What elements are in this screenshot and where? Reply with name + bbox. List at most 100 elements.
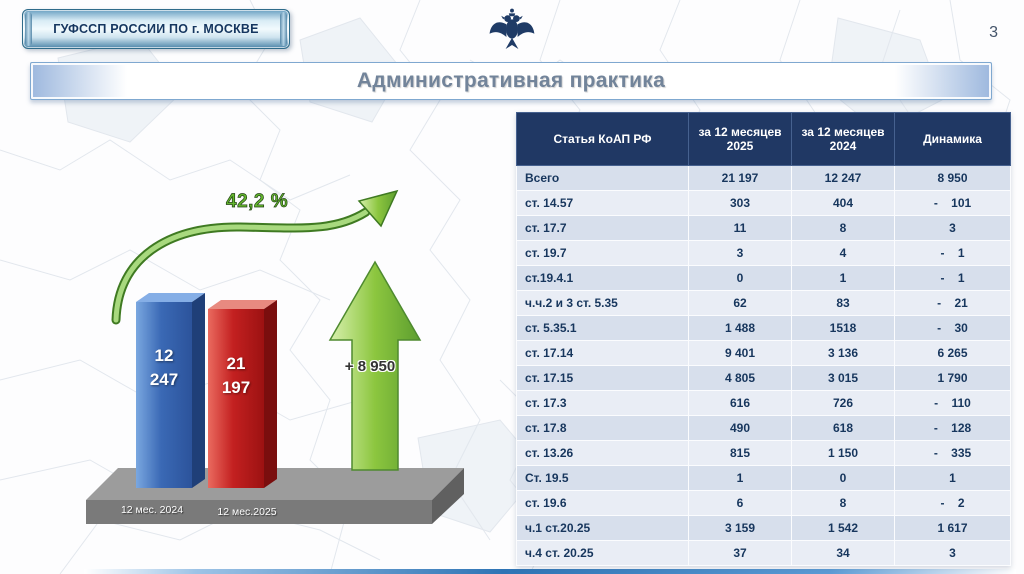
value-cell: 1 150 [791,440,895,466]
value-cell: - 1 [894,240,1011,266]
value-cell: 83 [791,290,895,316]
table-row: ст. 17.14 9 401 3 136 6 265 [516,340,1011,366]
table-row: ст. 17.3 616 726- 110 [516,390,1011,416]
value-cell: - 1 [894,265,1011,291]
col-header-dynamics: Динамика [894,112,1011,166]
table-row: ст. 17.8 490 618- 128 [516,415,1011,441]
table-row: ст. 17.7 11 8 3 [516,215,1011,241]
value-cell: 1 617 [894,515,1011,541]
value-cell: 3 [894,215,1011,241]
bar-category-2025: 12 мес.2025 [217,506,277,518]
value-cell: 490 [688,415,792,441]
slide-title-bar: Административная практика [30,62,992,100]
increase-value-label: + 8 950 [344,358,396,375]
value-cell: 1 542 [791,515,895,541]
article-cell: ст. 19.7 [516,240,689,266]
growth-percent-label: 42,2 % [226,191,289,213]
org-banner-label: ГУФССП РОССИИ ПО г. МОСКВЕ [53,22,259,36]
table-row: ч.4 ст. 20.25 37 34 3 [516,540,1011,566]
value-cell: 8 [791,490,895,516]
table-row: Ст. 19.5 1 0 1 [516,465,1011,491]
article-cell: ч.1 ст.20.25 [516,515,689,541]
value-cell: 8 [791,215,895,241]
value-cell: 618 [791,415,895,441]
table-row: ст.19.4.1 0 1- 1 [516,265,1011,291]
value-cell: 37 [688,540,792,566]
value-cell: - 101 [894,190,1011,216]
table-row: ст. 19.6 6 8- 2 [516,490,1011,516]
value-cell: 3 136 [791,340,895,366]
bar-value-2025-line1: 21 [226,354,246,373]
article-cell: Всего [516,165,689,191]
koap-table-body: Всего 21 197 12 247 8 950 ст. 14.57 303 404- 1… [516,165,1011,566]
table-row: ч.1 ст.20.25 3 159 1 542 1 617 [516,515,1011,541]
value-cell: - 110 [894,390,1011,416]
table-row: ст. 14.57 303 404- 101 [516,190,1011,216]
koap-table-container: Статья КоАП РФ за 12 месяцев 2025 за 12 … [516,112,1011,566]
value-cell: 4 [791,240,895,266]
bar-value-2024: 12 247 [136,344,192,392]
value-cell: 3 159 [688,515,792,541]
article-cell: ст. 17.7 [516,215,689,241]
article-cell: ст. 13.26 [516,440,689,466]
table-row: Всего 21 197 12 247 8 950 [516,165,1011,191]
value-cell: 4 805 [688,365,792,391]
article-cell: Ст. 19.5 [516,465,689,491]
col-header-2025: за 12 месяцев 2025 [688,112,792,166]
article-cell: ст.19.4.1 [516,265,689,291]
table-row: ч.ч.2 и 3 ст. 5.35 62 83- 21 [516,290,1011,316]
table-row: ст. 5.35.1 1 488 1518- 30 [516,315,1011,341]
table-row: ст. 19.7 3 4- 1 [516,240,1011,266]
value-cell: 1 [791,265,895,291]
bar-value-2025: 21 197 [208,352,264,400]
value-cell: - 30 [894,315,1011,341]
koap-table: Статья КоАП РФ за 12 месяцев 2025 за 12 … [516,112,1011,566]
article-cell: ст. 17.15 [516,365,689,391]
article-cell: ст. 17.8 [516,415,689,441]
article-cell: ч.ч.2 и 3 ст. 5.35 [516,290,689,316]
value-cell: 726 [791,390,895,416]
slide-title: Административная практика [356,69,666,92]
value-cell: 3 015 [791,365,895,391]
value-cell: 1 790 [894,365,1011,391]
value-cell: 12 247 [791,165,895,191]
value-cell: 815 [688,440,792,466]
value-cell: 11 [688,215,792,241]
value-cell: 6 [688,490,792,516]
table-header-row: Статья КоАП РФ за 12 месяцев 2025 за 12 … [516,112,1011,166]
value-cell: - 128 [894,415,1011,441]
value-cell: 1 [894,465,1011,491]
value-cell: 3 [894,540,1011,566]
col-header-article: Статья КоАП РФ [516,112,689,166]
bar-value-2024-line2: 247 [149,370,179,389]
value-cell: 62 [688,290,792,316]
article-cell: ст. 14.57 [516,190,689,216]
value-cell: 0 [791,465,895,491]
article-cell: ч.4 ст. 20.25 [516,540,689,566]
table-row: ст. 13.26 815 1 150- 335 [516,440,1011,466]
article-cell: ст. 17.14 [516,340,689,366]
value-cell: 1 [688,465,792,491]
value-cell: 3 [688,240,792,266]
bar-category-2024: 12 мес. 2024 [120,504,184,516]
col-header-2024: за 12 месяцев 2024 [791,112,895,166]
bar-value-2024-line1: 12 [154,346,174,365]
value-cell: 1 488 [688,315,792,341]
value-cell: 8 950 [894,165,1011,191]
bottom-accent-bar [84,569,1016,574]
value-cell: 21 197 [688,165,792,191]
page-number: 3 [989,24,998,41]
value-cell: 9 401 [688,340,792,366]
value-cell: 0 [688,265,792,291]
value-cell: 404 [791,190,895,216]
table-row: ст. 17.15 4 805 3 015 1 790 [516,365,1011,391]
article-cell: ст. 5.35.1 [516,315,689,341]
value-cell: - 21 [894,290,1011,316]
value-cell: - 2 [894,490,1011,516]
org-banner: ГУФССП РОССИИ ПО г. МОСКВЕ [22,9,290,49]
value-cell: 34 [791,540,895,566]
value-cell: 616 [688,390,792,416]
bar-value-2025-line2: 197 [221,378,251,397]
value-cell: 6 265 [894,340,1011,366]
